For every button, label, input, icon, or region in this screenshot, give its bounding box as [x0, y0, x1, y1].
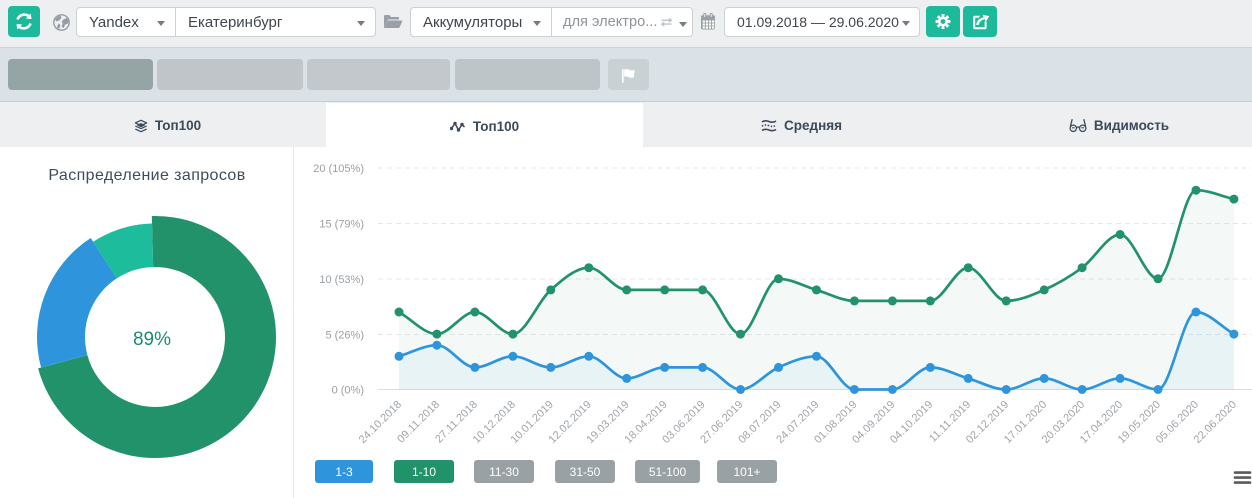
- svg-text:10 (53%): 10 (53%): [319, 274, 364, 286]
- svg-text:89%: 89%: [133, 329, 171, 350]
- svg-text:20 (105%): 20 (105%): [313, 163, 364, 175]
- svg-text:15 (79%): 15 (79%): [319, 219, 364, 231]
- svg-text:5 (26%): 5 (26%): [325, 330, 364, 342]
- svg-text:0 (0%): 0 (0%): [332, 385, 364, 397]
